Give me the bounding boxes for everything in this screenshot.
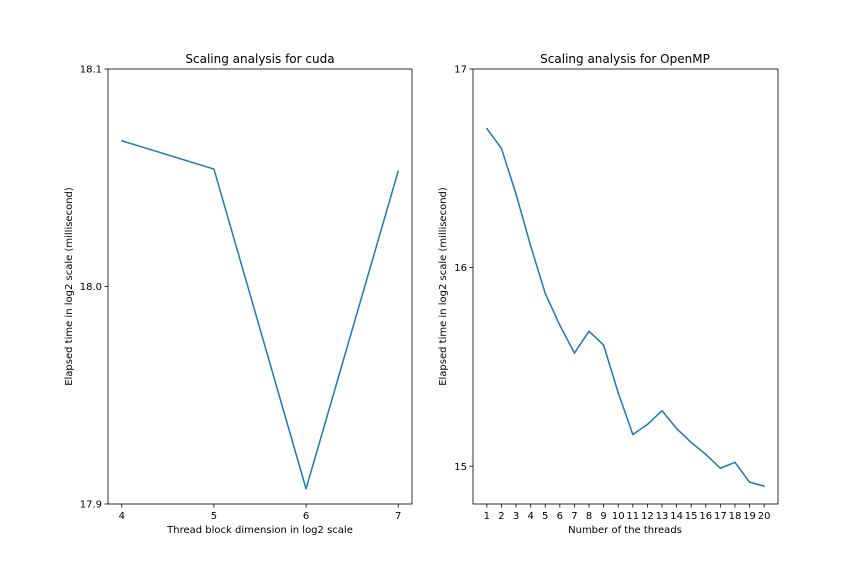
data-point [617, 392, 619, 394]
data-point [763, 485, 765, 487]
data-point [646, 423, 649, 426]
x-tick-label: 3 [513, 511, 519, 522]
plot-area [486, 127, 765, 487]
y-tick-label: 18.0 [80, 282, 102, 293]
y-axis-label: Elapsed time in log2 scale (millisecond) [64, 187, 75, 386]
y-tick-label: 15 [454, 462, 467, 473]
x-tick-label: 14 [670, 511, 683, 522]
x-tick-label: 18 [729, 511, 742, 522]
y-axis-label: Elapsed time in log2 scale (millisecond) [438, 187, 449, 386]
data-point [690, 441, 692, 444]
x-tick-label: 19 [743, 511, 756, 522]
x-tick-label: 20 [758, 511, 771, 522]
data-point [588, 330, 590, 332]
data-point [559, 324, 561, 326]
x-axis-label: Thread block dimension in log2 scale [166, 525, 353, 536]
y-axis-ticks: 15 16 17 [454, 65, 473, 473]
data-point [529, 245, 532, 247]
x-tick-label: 17 [714, 511, 727, 522]
series-line-0 [486, 128, 765, 487]
x-tick-label: 13 [656, 511, 669, 522]
chart-title: Scaling analysis for cuda [185, 52, 334, 66]
x-tick-label: 6 [303, 511, 309, 522]
y-tick-label: 17.9 [80, 500, 102, 511]
chart-title: Scaling analysis for OpenMP [540, 52, 710, 66]
data-point [661, 409, 663, 412]
data-point [500, 147, 503, 150]
data-point [632, 433, 634, 436]
data-point [544, 292, 546, 295]
series-line-0 [121, 140, 399, 490]
x-tick-label: 11 [626, 511, 639, 522]
y-tick-label: 16 [454, 263, 467, 274]
data-point [213, 168, 215, 170]
x-tick-label: 16 [699, 511, 712, 522]
x-tick-label: 6 [557, 511, 563, 522]
x-tick-label: 10 [612, 511, 625, 522]
y-tick-label: 18.1 [80, 65, 102, 76]
x-tick-label: 1 [484, 511, 490, 522]
x-tick-label: 4 [119, 511, 125, 522]
y-axis-ticks: 17.9 18.0 18.1 [80, 65, 108, 511]
x-axis-ticks: 1 2 3 4 5 6 7 8 9 10 11 12 13 14 15 16 17 18 19 20 [484, 504, 771, 522]
x-tick-label: 5 [542, 511, 548, 522]
openmp-scaling-chart: Scaling analysis for OpenMP 1 2 3 4 5 6 7 8 9 10 1… [438, 52, 779, 536]
x-tick-label: 2 [498, 511, 504, 522]
x-axis-label: Number of the threads [568, 525, 682, 536]
x-tick-label: 7 [571, 511, 577, 522]
data-point [748, 481, 751, 483]
plot-area [121, 140, 399, 490]
x-tick-label: 15 [685, 511, 698, 522]
data-point [486, 127, 488, 130]
data-point [675, 427, 678, 430]
x-tick-label: 4 [527, 511, 533, 522]
x-axis-ticks: 4 5 6 7 [119, 504, 401, 522]
data-point [602, 344, 605, 346]
x-tick-label: 5 [211, 511, 217, 522]
data-point [305, 488, 307, 490]
data-point [515, 193, 517, 195]
x-tick-label: 8 [586, 511, 592, 522]
data-point [719, 467, 722, 469]
data-point [121, 140, 123, 142]
data-point [573, 352, 576, 354]
axes-frame [472, 68, 779, 505]
x-tick-label: 7 [395, 511, 401, 522]
y-tick-label: 17 [454, 65, 467, 76]
data-point [705, 453, 707, 456]
x-tick-label: 12 [641, 511, 654, 522]
data-point [734, 461, 736, 464]
data-point [397, 170, 399, 172]
x-tick-label: 9 [600, 511, 606, 522]
